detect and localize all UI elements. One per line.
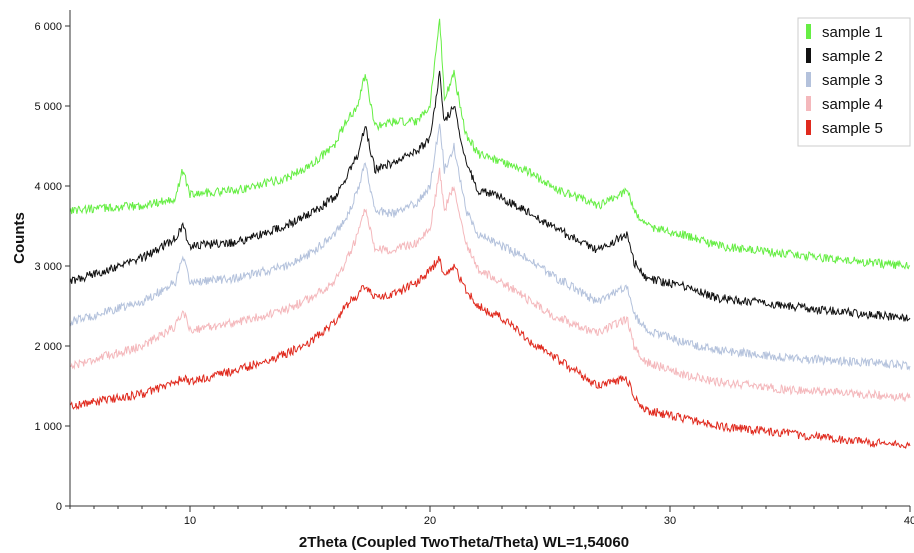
legend-swatch	[806, 72, 811, 87]
axes	[69, 10, 910, 507]
legend-swatch	[806, 24, 811, 39]
legend-label: sample 2	[822, 48, 883, 65]
x-tick-label: 40	[904, 515, 914, 527]
legend-label: sample 5	[822, 120, 883, 137]
series-layer	[69, 18, 911, 450]
x-tick-label: 10	[184, 515, 196, 527]
y-tick-label: 0	[56, 501, 62, 513]
x-tick-label: 20	[424, 515, 436, 527]
legend-label: sample 1	[822, 24, 883, 41]
x-tick-label: 30	[664, 515, 676, 527]
legend-swatch	[806, 120, 811, 135]
legend-swatch	[806, 96, 811, 111]
legend-swatch	[806, 48, 811, 63]
series-line-sample-5	[69, 255, 911, 450]
series-line-sample-2	[69, 70, 911, 322]
y-tick-label: 3 000	[34, 261, 62, 273]
y-tick-label: 4 000	[34, 181, 62, 193]
series-line-sample-4	[69, 167, 911, 402]
y-ticks: 0 1 000 2 000 3 000 4 000 5 000 6 000	[34, 21, 70, 513]
y-tick-label: 6 000	[34, 21, 62, 33]
legend-frame	[797, 17, 911, 147]
y-tick-label: 2 000	[34, 341, 62, 353]
series-line-sample-3	[69, 123, 911, 371]
y-axis-title: Counts	[11, 212, 28, 264]
legend: sample 1 sample 2 sample 3 sample 4 sample 5	[797, 17, 911, 147]
series-line-sample-1	[69, 18, 911, 270]
x-ticks: 10 20 30 40	[69, 506, 914, 527]
y-tick-label: 1 000	[34, 421, 62, 433]
legend-label: sample 3	[822, 72, 883, 89]
x-axis-title: 2Theta (Coupled TwoTheta/Theta) WL=1,540…	[299, 534, 629, 551]
y-tick-label: 5 000	[34, 101, 62, 113]
legend-label: sample 4	[822, 96, 883, 113]
